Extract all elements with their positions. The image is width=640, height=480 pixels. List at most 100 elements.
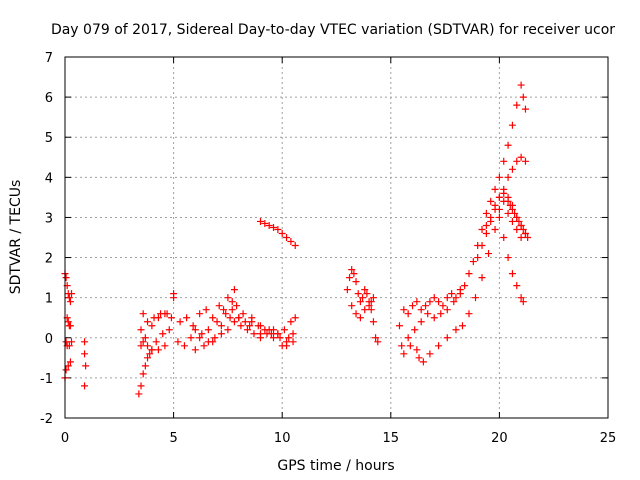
data-point — [228, 306, 236, 314]
data-point — [521, 105, 529, 113]
data-point — [243, 326, 251, 334]
data-point — [287, 318, 295, 326]
data-point — [81, 382, 89, 390]
data-point — [465, 310, 473, 318]
data-point — [430, 294, 438, 302]
data-point — [250, 330, 258, 338]
data-point — [180, 342, 188, 350]
data-point — [62, 274, 70, 282]
data-point — [280, 326, 288, 334]
data-point — [222, 310, 230, 318]
data-point — [265, 221, 273, 229]
x-tick-label: 5 — [169, 431, 177, 446]
data-point — [82, 362, 90, 370]
data-point — [504, 173, 512, 181]
data-point — [81, 338, 89, 346]
data-point — [137, 326, 145, 334]
data-point — [472, 294, 480, 302]
data-point — [411, 326, 419, 334]
data-point — [422, 302, 430, 310]
data-point — [213, 318, 221, 326]
data-point — [400, 350, 408, 358]
data-point — [261, 219, 269, 227]
data-point — [217, 322, 225, 330]
y-axis-label: SDTVAR / TECUs — [8, 180, 24, 295]
data-point — [144, 354, 152, 362]
x-axis-label: GPS time / hours — [277, 458, 394, 474]
data-point — [65, 294, 73, 302]
y-tick-label: 6 — [45, 91, 53, 106]
data-point — [504, 209, 512, 217]
data-point — [508, 121, 516, 129]
data-point — [248, 318, 256, 326]
data-point — [276, 334, 284, 342]
data-point — [174, 338, 182, 346]
data-point — [81, 350, 89, 358]
data-point — [191, 346, 199, 354]
data-point — [458, 322, 466, 330]
data-point — [400, 306, 408, 314]
y-tick-labels: -2 -1 0 1 2 3 4 5 6 7 — [40, 51, 53, 427]
data-point — [504, 197, 512, 205]
data-point — [135, 390, 143, 398]
data-point — [513, 157, 521, 165]
data-point — [267, 330, 275, 338]
data-point — [68, 338, 76, 346]
y-tick-label: -1 — [40, 372, 53, 387]
data-point — [491, 185, 499, 193]
data-point — [482, 229, 490, 237]
data-point — [478, 225, 486, 233]
data-point — [361, 286, 369, 294]
data-point — [363, 290, 371, 298]
data-point — [426, 350, 434, 358]
data-point — [417, 318, 425, 326]
data-point — [352, 310, 360, 318]
data-point — [274, 225, 282, 233]
data-point — [209, 314, 217, 322]
data-point — [343, 286, 351, 294]
data-point — [519, 225, 527, 233]
data-point — [367, 306, 375, 314]
data-point — [66, 298, 74, 306]
data-point — [224, 326, 232, 334]
data-point — [413, 346, 421, 354]
data-point — [183, 314, 191, 322]
data-point — [163, 310, 171, 318]
data-point — [419, 358, 427, 366]
data-point — [508, 205, 516, 213]
data-point — [506, 201, 514, 209]
data-point — [398, 342, 406, 350]
data-point — [508, 270, 516, 278]
data-point — [354, 290, 362, 298]
data-point — [404, 310, 412, 318]
data-point — [491, 201, 499, 209]
data-points — [61, 81, 532, 398]
data-point — [278, 342, 286, 350]
data-point — [415, 354, 423, 362]
y-tick-label: 1 — [45, 292, 53, 307]
data-point — [217, 330, 225, 338]
data-point — [517, 234, 525, 241]
data-point — [230, 286, 238, 294]
data-point — [64, 362, 72, 370]
data-point — [519, 298, 527, 306]
data-point — [352, 278, 360, 286]
data-point — [426, 298, 434, 306]
data-point — [154, 346, 162, 354]
plot-frame — [64, 56, 609, 419]
data-point — [513, 213, 521, 221]
y-tick-label: 2 — [45, 252, 53, 267]
data-point — [200, 342, 208, 350]
data-point — [285, 334, 293, 342]
data-point — [176, 318, 184, 326]
data-point — [521, 229, 529, 237]
data-point — [413, 298, 421, 306]
data-point — [66, 322, 74, 330]
data-point — [235, 314, 243, 322]
data-point — [148, 346, 156, 354]
data-point — [504, 254, 512, 262]
data-point — [478, 242, 486, 250]
y-tick-label: 4 — [45, 171, 53, 186]
data-point — [270, 334, 278, 342]
data-point — [461, 282, 469, 290]
